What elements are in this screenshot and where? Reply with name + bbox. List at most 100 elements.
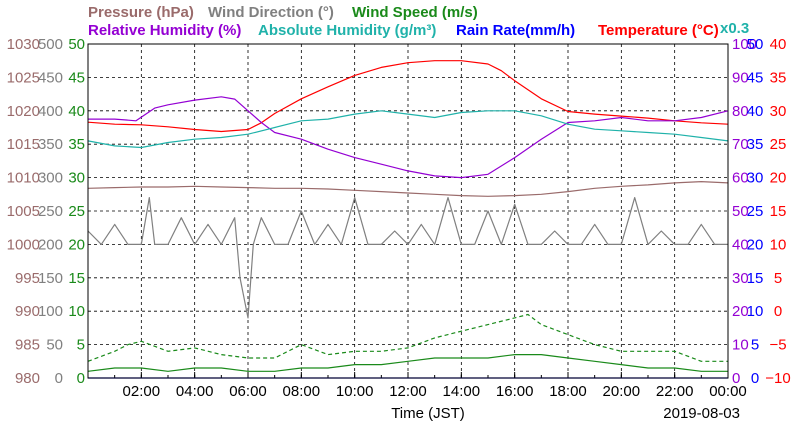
series-relative-humidity (88, 96, 729, 179)
wind-direction-tick-label: 150 (38, 270, 63, 287)
relative-humidity-tick-label: 60 (732, 170, 749, 187)
series-wind-direction (87, 197, 728, 319)
rain-rate-tick-label: 45 (747, 69, 764, 86)
x-tick-label: 00:00 (709, 383, 747, 400)
pressure-tick-label: 1030 (7, 36, 40, 53)
pressure-tick-label: 1025 (7, 69, 40, 86)
legend-temperature: Temperature (°C) (598, 22, 719, 39)
x-tick-label: 08:00 (283, 383, 321, 400)
wind-direction-tick-label: 500 (38, 36, 63, 53)
temperature-tick-label: 15 (770, 203, 787, 220)
rain-rate-tick-label: 15 (747, 270, 764, 287)
right-axes: 0102030405060708090100051015202530354045… (732, 36, 791, 387)
relative-humidity-tick-label: 30 (732, 270, 749, 287)
temperature-tick-label: 10 (770, 236, 787, 253)
wind-speed-tick-label: 40 (68, 103, 85, 120)
wind-direction-tick-label: 400 (38, 103, 63, 120)
left-axes: 9809859909951000100510101015102010251030… (7, 36, 85, 387)
plot-frame (87, 43, 729, 379)
wind-speed-tick-label: 35 (68, 136, 85, 153)
legend-absolute-humidity: Absolute Humidity (g/m³) (258, 22, 436, 39)
chart-grid (88, 44, 728, 378)
x-tick-label: 06:00 (229, 383, 267, 400)
pressure-tick-label: 1000 (7, 236, 40, 253)
relative-humidity-tick-label: 50 (732, 203, 749, 220)
legend-pressure: Pressure (hPa) (88, 4, 194, 21)
x-tick-label: 02:00 (123, 383, 161, 400)
x-tick-label: 12:00 (389, 383, 427, 400)
relative-humidity-tick-label: 20 (732, 303, 749, 320)
wind-speed-tick-label: 15 (68, 270, 85, 287)
rain-rate-tick-label: 5 (751, 337, 759, 354)
relative-humidity-tick-label: 100 (732, 36, 757, 53)
wind-speed-tick-label: 0 (77, 370, 85, 387)
wind-direction-tick-label: 200 (38, 236, 63, 253)
wind-direction-tick-label: 50 (46, 337, 63, 354)
pressure-tick-label: 1020 (7, 103, 40, 120)
wind-speed-tick-label: 20 (68, 236, 85, 253)
relative-humidity-tick-label: 80 (732, 103, 749, 120)
x-tick-label: 14:00 (443, 383, 481, 400)
temperature-tick-label: 5 (774, 270, 782, 287)
temperature-tick-label: 0 (774, 303, 782, 320)
relative-humidity-tick-label: 40 (732, 236, 749, 253)
temperature-tick-label: 30 (770, 103, 787, 120)
legend-scale-note: x0.3 (720, 20, 749, 37)
pressure-tick-label: 995 (15, 270, 40, 287)
wind-direction-tick-label: 300 (38, 170, 63, 187)
rain-rate-tick-label: 40 (747, 103, 764, 120)
relative-humidity-tick-label: 10 (732, 337, 749, 354)
wind-speed-tick-label: 30 (68, 170, 85, 187)
rain-rate-tick-label: 35 (747, 136, 764, 153)
pressure-tick-label: 990 (15, 303, 40, 320)
pressure-tick-label: 1005 (7, 203, 40, 220)
pressure-tick-label: 1010 (7, 170, 40, 187)
wind-direction-tick-label: 100 (38, 303, 63, 320)
series-wind-speed-m-s-avg (87, 354, 728, 372)
relative-humidity-tick-label: 0 (732, 370, 740, 387)
x-tick-label: 18:00 (549, 383, 587, 400)
pressure-tick-label: 1015 (7, 136, 40, 153)
pressure-tick-label: 985 (15, 337, 40, 354)
pressure-tick-label: 980 (15, 370, 40, 387)
x-tick-label: 22:00 (656, 383, 694, 400)
relative-humidity-tick-label: 90 (732, 69, 749, 86)
x-tick-label: 16:00 (496, 383, 534, 400)
temperature-tick-label: 20 (770, 170, 787, 187)
temperature-tick-label: −10 (765, 370, 790, 387)
chart-legend: Pressure (hPa) Wind Direction (°) Wind Spe… (88, 4, 749, 39)
x-tick-label: 20:00 (603, 383, 641, 400)
series-wind-speed-m-s-max (87, 313, 728, 362)
x-axis: 02:00 04:00 06:00 08:00 10:00 12:00 14:00 16:00… (114, 372, 747, 400)
relative-humidity-tick-label: 70 (732, 136, 749, 153)
rain-rate-tick-label: 0 (751, 370, 759, 387)
x-tick-label: 04:00 (176, 383, 214, 400)
legend-wind-speed: Wind Speed (m/s) (352, 4, 478, 21)
rain-rate-tick-label: 10 (747, 303, 764, 320)
wind-speed-tick-label: 5 (77, 337, 85, 354)
wind-speed-tick-label: 50 (68, 36, 85, 53)
series-temperature-c (87, 60, 729, 133)
series-absolute-humidity-g-m-x0-3 (87, 110, 729, 149)
legend-relative-humidity: Relative Humidity (%) (88, 22, 241, 39)
series-pressure-hpa (87, 181, 729, 197)
x-axis-label: Time (JST) (391, 405, 465, 422)
wind-speed-tick-label: 25 (68, 203, 85, 220)
chart-date: 2019-08-03 (663, 405, 740, 422)
wind-direction-tick-label: 350 (38, 136, 63, 153)
wind-speed-tick-label: 10 (68, 303, 85, 320)
wind-direction-tick-label: 250 (38, 203, 63, 220)
temperature-tick-label: 35 (770, 69, 787, 86)
wind-direction-tick-label: 450 (38, 69, 63, 86)
legend-rain-rate: Rain Rate(mm/h) (456, 22, 575, 39)
temperature-tick-label: 40 (770, 36, 787, 53)
rain-rate-tick-label: 20 (747, 236, 764, 253)
wind-speed-tick-label: 45 (68, 69, 85, 86)
wind-direction-tick-label: 0 (55, 370, 63, 387)
rain-rate-tick-label: 30 (747, 170, 764, 187)
legend-wind-direction: Wind Direction (°) (208, 4, 334, 21)
temperature-tick-label: −5 (769, 337, 786, 354)
rain-rate-tick-label: 50 (747, 36, 764, 53)
temperature-tick-label: 25 (770, 136, 787, 153)
